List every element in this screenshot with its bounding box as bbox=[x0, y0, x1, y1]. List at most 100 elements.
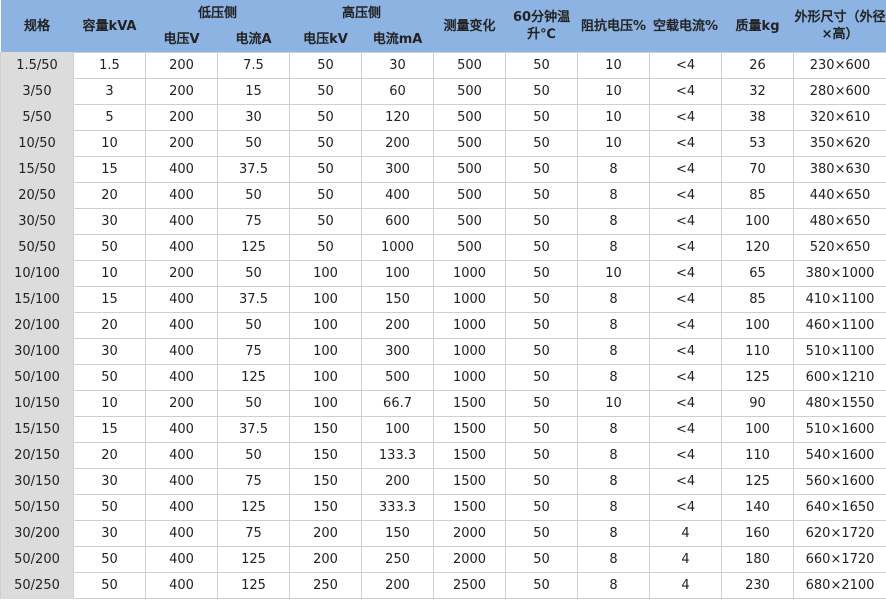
table-row: 50/50 50 400 125 50 1000 500 50 8 <4 120 520×650 bbox=[0, 234, 886, 261]
table-cell: 100 bbox=[289, 390, 363, 417]
table-cell: 200 bbox=[145, 130, 218, 157]
table-cell: 50 bbox=[505, 234, 579, 261]
table-cell: 400 bbox=[145, 494, 218, 521]
table-row: 1.5/50 1.5 200 7.5 50 30 500 50 10 <4 26 230×600 bbox=[0, 52, 886, 79]
table-cell: 15 bbox=[216, 78, 291, 105]
table-cell: 4 bbox=[649, 546, 723, 573]
table-cell: 20 bbox=[73, 312, 146, 339]
table-cell: 200 bbox=[289, 546, 363, 573]
table-cell: 200 bbox=[145, 260, 218, 287]
table-cell: 100 bbox=[289, 260, 363, 287]
table-cell: <4 bbox=[649, 260, 723, 287]
table-cell: <4 bbox=[649, 130, 723, 157]
table-cell: 500 bbox=[361, 364, 435, 391]
table-cell: 100 bbox=[289, 286, 363, 313]
table-cell: 500 bbox=[433, 104, 507, 131]
table-cell: 410×1100 bbox=[793, 286, 886, 313]
table-cell: <4 bbox=[649, 52, 723, 79]
table-cell: 50 bbox=[289, 52, 363, 79]
table-cell: 180 bbox=[721, 546, 795, 573]
spec-cell: 3/50 bbox=[0, 78, 74, 105]
table-cell: 500 bbox=[433, 234, 507, 261]
table-cell: 50 bbox=[505, 546, 579, 573]
table-cell: 50 bbox=[289, 78, 363, 105]
table-cell: 300 bbox=[361, 338, 435, 365]
table-cell: 150 bbox=[361, 520, 435, 547]
table-cell: 400 bbox=[145, 208, 218, 235]
table-cell: 680×2100 bbox=[793, 572, 886, 599]
header-mass: 质量kg bbox=[721, 0, 794, 53]
spec-cell: 20/50 bbox=[0, 182, 74, 209]
table-cell: 400 bbox=[145, 156, 218, 183]
table-cell: 50 bbox=[73, 364, 146, 391]
table-cell: 200 bbox=[145, 52, 218, 79]
header-low-side: 低压侧 bbox=[145, 0, 290, 26]
table-cell: 32 bbox=[721, 78, 795, 105]
table-cell: 500 bbox=[433, 156, 507, 183]
table-cell: 1000 bbox=[433, 338, 507, 365]
table-cell: 30 bbox=[361, 52, 435, 79]
table-cell: 38 bbox=[721, 104, 795, 131]
table-cell: 600 bbox=[361, 208, 435, 235]
table-cell: 8 bbox=[577, 520, 651, 547]
table-cell: 200 bbox=[361, 130, 435, 157]
table-cell: 125 bbox=[216, 494, 291, 521]
table-cell: 160 bbox=[721, 520, 795, 547]
table-cell: 150 bbox=[289, 416, 363, 443]
table-cell: 50 bbox=[505, 364, 579, 391]
table-cell: 2000 bbox=[433, 520, 507, 547]
spec-cell: 15/150 bbox=[0, 416, 74, 443]
header-impedance-voltage: 阻抗电压% bbox=[577, 0, 650, 53]
table-cell: 37.5 bbox=[216, 156, 291, 183]
table-cell: 400 bbox=[145, 364, 218, 391]
table-cell: 400 bbox=[145, 520, 218, 547]
table-cell: 200 bbox=[145, 78, 218, 105]
table-row: 50/250 50 400 125 250 200 2500 50 8 4 230 680×2100 bbox=[0, 572, 886, 599]
table-cell: 400 bbox=[145, 234, 218, 261]
table-cell: 480×1550 bbox=[793, 390, 886, 417]
table-cell: 50 bbox=[505, 130, 579, 157]
table-cell: 333.3 bbox=[361, 494, 435, 521]
table-cell: 10 bbox=[577, 130, 651, 157]
table-cell: 280×600 bbox=[793, 78, 886, 105]
table-cell: 50 bbox=[289, 104, 363, 131]
table-cell: 8 bbox=[577, 312, 651, 339]
table-cell: 500 bbox=[433, 52, 507, 79]
table-cell: 320×610 bbox=[793, 104, 886, 131]
table-cell: 1.5 bbox=[73, 52, 146, 79]
table-cell: 400 bbox=[145, 338, 218, 365]
table-cell: 200 bbox=[289, 520, 363, 547]
table-cell: 500 bbox=[433, 182, 507, 209]
table-cell: 8 bbox=[577, 416, 651, 443]
table-cell: 8 bbox=[577, 572, 651, 599]
table-row: 50/150 50 400 125 150 333.3 1500 50 8 <4 140 640×16… bbox=[0, 494, 886, 521]
table-row: 3/50 3 200 15 50 60 500 50 10 <4 32 280×600 bbox=[0, 78, 886, 105]
table-cell: 380×1000 bbox=[793, 260, 886, 287]
header-measure-ratio: 测量变化 bbox=[433, 0, 506, 53]
table-cell: 10 bbox=[577, 260, 651, 287]
table-cell: 50 bbox=[289, 130, 363, 157]
table-cell: 30 bbox=[73, 468, 146, 495]
table-cell: 50 bbox=[289, 182, 363, 209]
table-cell: 50 bbox=[73, 546, 146, 573]
table-cell: 520×650 bbox=[793, 234, 886, 261]
table-cell: 75 bbox=[216, 338, 291, 365]
table-cell: 460×1100 bbox=[793, 312, 886, 339]
table-cell: 100 bbox=[721, 208, 795, 235]
table-cell: 1000 bbox=[433, 286, 507, 313]
table-cell: 15 bbox=[73, 286, 146, 313]
table-cell: <4 bbox=[649, 468, 723, 495]
spec-cell: 30/150 bbox=[0, 468, 74, 495]
table-cell: 50 bbox=[505, 104, 579, 131]
spec-cell: 10/100 bbox=[0, 260, 74, 287]
table-cell: 30 bbox=[216, 104, 291, 131]
table-cell: 50 bbox=[289, 156, 363, 183]
table-cell: 400 bbox=[145, 546, 218, 573]
spec-cell: 10/50 bbox=[0, 130, 74, 157]
table-row: 30/50 30 400 75 50 600 500 50 8 <4 100 480×650 bbox=[0, 208, 886, 235]
table-cell: 5 bbox=[73, 104, 146, 131]
table-cell: 100 bbox=[289, 312, 363, 339]
table-cell: 110 bbox=[721, 338, 795, 365]
table-cell: 1000 bbox=[433, 312, 507, 339]
table-cell: 125 bbox=[216, 364, 291, 391]
